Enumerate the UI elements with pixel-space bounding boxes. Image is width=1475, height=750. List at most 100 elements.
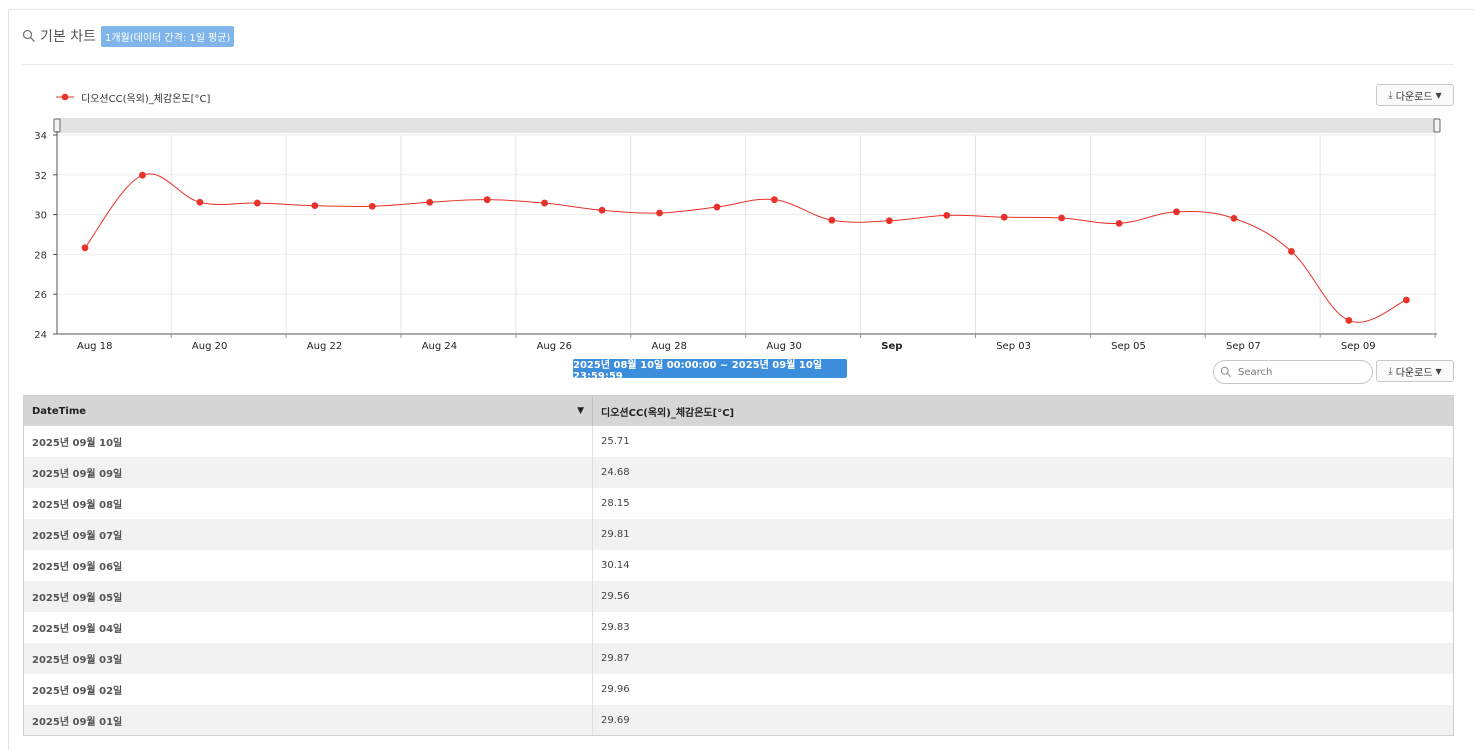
download-icon: ⤓ <box>1388 89 1393 101</box>
cell-value: 29.83 <box>592 612 1453 643</box>
y-tick-label: 30 <box>34 211 47 222</box>
table-row: 2025년 09월 05일 29.56 <box>24 581 1453 612</box>
table-search[interactable] <box>1213 360 1373 384</box>
data-point <box>943 211 951 219</box>
header-divider <box>22 64 1454 65</box>
data-table: DateTime ▼ 디오션CC(옥외)_체감온도[°C] 2025년 09월 … <box>23 395 1454 736</box>
chart-legend[interactable]: 디오션CC(옥외)_체감온도[°C] <box>56 89 210 105</box>
cell-datetime: 2025년 09월 01일 <box>24 705 593 735</box>
data-point <box>656 209 663 217</box>
x-tick-label: Sep 07 <box>1226 341 1261 352</box>
x-tick-label: Sep 05 <box>1111 341 1146 352</box>
sort-desc-icon[interactable]: ▼ <box>577 406 584 416</box>
period-badge: 1개월(데이터 간격: 1일 평균) <box>100 25 235 47</box>
data-point <box>1115 219 1123 227</box>
table-row: 2025년 09월 01일 29.69 <box>24 705 1453 735</box>
data-point <box>1000 213 1008 221</box>
y-tick-label: 34 <box>34 131 47 142</box>
data-point <box>828 216 836 224</box>
cell-datetime: 2025년 09월 04일 <box>24 612 593 643</box>
table-row: 2025년 09월 02일 29.96 <box>24 674 1453 705</box>
legend-label: 디오션CC(옥외)_체감온도[°C] <box>81 93 211 105</box>
cell-datetime: 2025년 09월 05일 <box>24 581 593 612</box>
cell-datetime: 2025년 09월 06일 <box>24 550 593 581</box>
cell-datetime: 2025년 09월 10일 <box>24 426 593 457</box>
data-point <box>368 202 376 210</box>
column-header-value-label: 디오션CC(옥외)_체감온도[°C] <box>601 407 735 419</box>
navigator-handle-right[interactable] <box>1433 118 1441 133</box>
data-point <box>483 196 491 204</box>
cell-value: 29.87 <box>592 643 1453 674</box>
range-navigator-bar <box>57 118 1437 133</box>
line-chart: 24 26 28 30 32 34 Aug 18 Aug 20 Aug 22 Aug 24 Aug … <box>34 118 1441 352</box>
chart-download-button[interactable]: ⤓ 다운로드 ▼ <box>1376 84 1454 106</box>
panel-title: 기본 차트 <box>40 29 96 45</box>
series-line <box>84 173 1407 323</box>
table-row: 2025년 09월 07일 29.81 <box>24 519 1453 550</box>
legend-line-marker-icon <box>56 93 74 101</box>
cell-value: 30.14 <box>592 550 1453 581</box>
caret-down-icon: ▼ <box>1435 90 1442 100</box>
x-tick-label: Aug 30 <box>766 341 801 352</box>
search-icon <box>22 29 35 42</box>
x-tick-label: Aug 18 <box>77 341 112 352</box>
data-point <box>1058 214 1066 222</box>
table-header-row: DateTime ▼ 디오션CC(옥외)_체감온도[°C] <box>24 396 1453 426</box>
data-point <box>426 198 434 206</box>
x-tick-label: Sep <box>881 341 902 352</box>
x-tick-label: Aug 20 <box>192 341 227 352</box>
data-point <box>81 244 89 252</box>
x-tick-label: Aug 24 <box>422 341 457 352</box>
table-row: 2025년 09월 03일 29.87 <box>24 643 1453 674</box>
data-point <box>1288 248 1295 255</box>
y-tick-label: 32 <box>34 171 47 182</box>
data-point <box>771 196 778 204</box>
table-row: 2025년 09월 08일 28.15 <box>24 488 1453 519</box>
data-point <box>139 171 146 179</box>
data-point <box>253 199 261 207</box>
cell-datetime: 2025년 09월 09일 <box>24 457 593 488</box>
table-row: 2025년 09월 04일 29.83 <box>24 612 1453 643</box>
column-header-datetime-label: DateTime <box>32 405 87 417</box>
chart-download-label: 다운로드 <box>1395 91 1433 103</box>
cell-value: 24.68 <box>592 457 1453 488</box>
table-row: 2025년 09월 10일 25.71 <box>24 426 1453 457</box>
navigator-handle-left[interactable] <box>53 118 61 133</box>
y-tick-label: 24 <box>34 330 47 341</box>
cell-value: 29.96 <box>592 674 1453 705</box>
table-row: 2025년 09월 06일 30.14 <box>24 550 1453 581</box>
cell-value: 29.56 <box>592 581 1453 612</box>
panel-header: 기본 차트 1개월(데이터 간격: 1일 평균) <box>22 24 235 48</box>
cell-value: 29.69 <box>592 705 1453 735</box>
cell-datetime: 2025년 09월 03일 <box>24 643 593 674</box>
caret-down-icon: ▼ <box>1435 366 1442 376</box>
date-range-label: 2025년 08월 10일 00:00:00 ~ 2025년 09월 10일 2… <box>573 359 847 382</box>
data-point <box>713 203 721 211</box>
download-icon: ⤓ <box>1388 365 1393 377</box>
cell-datetime: 2025년 09월 02일 <box>24 674 593 705</box>
y-tick-label: 26 <box>34 290 47 301</box>
table-download-label: 다운로드 <box>1395 367 1433 379</box>
column-header-value[interactable]: 디오션CC(옥외)_체감온도[°C] <box>592 396 1453 426</box>
data-point <box>541 199 548 207</box>
x-tick-label: Sep 03 <box>996 341 1031 352</box>
cell-value: 29.81 <box>592 519 1453 550</box>
y-tick-label: 28 <box>34 250 47 261</box>
x-tick-label: Aug 22 <box>307 341 342 352</box>
search-input[interactable] <box>1236 365 1370 379</box>
data-point <box>598 206 606 214</box>
x-tick-label: Sep 09 <box>1341 341 1376 352</box>
search-icon <box>1220 366 1232 378</box>
column-header-datetime[interactable]: DateTime ▼ <box>24 396 593 426</box>
data-point <box>1345 317 1353 324</box>
x-tick-label: Aug 28 <box>652 341 687 352</box>
data-point <box>1402 296 1410 304</box>
cell-datetime: 2025년 09월 07일 <box>24 519 593 550</box>
cell-value: 25.71 <box>592 426 1453 457</box>
cell-datetime: 2025년 09월 08일 <box>24 488 593 519</box>
data-point <box>311 202 319 210</box>
x-tick-label: Aug 26 <box>537 341 572 352</box>
cell-value: 28.15 <box>592 488 1453 519</box>
table-download-button[interactable]: ⤓ 다운로드 ▼ <box>1376 360 1454 382</box>
data-point <box>1230 214 1238 222</box>
